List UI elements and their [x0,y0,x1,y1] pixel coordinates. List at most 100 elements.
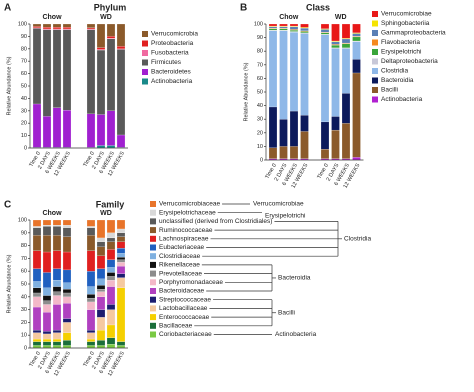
legend-swatch [142,40,148,47]
bar-segment [52,27,62,30]
y-tick-label: 0 [24,145,27,151]
bar-segment [331,44,340,46]
bar-segment [106,272,116,277]
bar-segment [279,30,288,120]
y-tick-label: 50 [21,281,27,287]
y-tick-label: 70 [21,59,27,65]
bar-segment [116,228,126,233]
bar-segment [32,332,42,340]
bar-segment [86,27,96,30]
bar-segment [106,304,116,310]
bar-segment [279,26,288,29]
panel-label: A [4,3,11,14]
bar-segment [62,110,72,148]
legend-swatch [142,50,148,56]
bar-segment [52,250,62,269]
bar-segment [86,345,96,349]
legend-label: Clostridiaceae [159,253,201,260]
bar-segment [96,255,106,269]
legend-swatch [150,314,156,321]
bar-segment [42,295,52,301]
y-tick-label: 50 [21,83,27,89]
y-tick-label: 80 [257,49,263,55]
bar-segment [320,149,330,159]
bar-segment [116,253,126,258]
bar-segment [96,309,106,318]
bar-segment [86,235,96,251]
bar-segment [86,286,96,295]
y-tick-label: 100 [18,21,27,27]
bar-segment [32,103,42,148]
bar-segment [86,301,96,310]
bar-segment [106,280,116,287]
bar-segment [116,236,126,242]
bar-segment [331,129,340,159]
bar-segment [320,121,330,150]
bar-segment [341,23,351,39]
bar-segment [52,345,62,349]
bar-segment [86,29,96,114]
bar-segment [52,226,62,236]
legend-swatch [150,201,156,207]
bar-segment [32,292,42,297]
bar-segment [279,28,288,31]
bar-segment [96,114,106,146]
bar-segment [96,219,106,239]
legend-label: Sphingobacteriia [381,20,430,27]
bar-segment [331,23,340,42]
group-label: Chow [42,14,62,21]
legend-label: Bacteroidaceae [159,288,205,295]
bar-segment [42,341,52,346]
legend-label: Rikenellaceae [159,262,200,269]
bar-segment [86,226,96,228]
bar-segment [62,340,72,346]
legend-label: Lachnospiraceae [159,236,209,243]
legend-swatch [142,78,148,85]
legend-swatch [372,20,378,27]
legend-label: Erysipelotrichi [381,49,421,56]
bar-segment [106,241,116,250]
legend-label: Deltaproteobacteria [381,58,438,65]
legend-swatch [150,296,156,303]
bar-segment [52,29,62,108]
bar-segment [62,282,72,290]
bar-segment [352,41,361,60]
legend-label: Coriobacteriaceae [159,331,212,338]
bar-segment [106,249,116,260]
bar-segment [42,251,52,273]
legend-label: Prevotellaceae [159,270,202,277]
legend-label: Streptococcaceae [159,296,211,303]
bar-segment [289,29,299,31]
bar-segment [289,32,299,112]
bar-segment [32,227,42,236]
bar-segment [96,49,106,115]
y-tick-label: 90 [21,230,27,236]
bar-segment [96,23,106,48]
legend-swatch [142,69,148,75]
bar-segment [42,300,52,305]
bar-segment [52,341,62,346]
y-tick-label: 80 [21,46,27,52]
legend-label: Proteobacteria [151,40,194,47]
bar-segment [32,338,42,342]
legend-label: Bacillaceae [159,323,193,330]
bar-segment [116,49,126,136]
bar-segment [352,72,361,158]
bar-segment [116,273,126,278]
bar-segment [268,23,278,27]
group-label: Verrucomicrobiae [253,201,304,208]
bar-segment [289,23,299,27]
bar-segment [62,289,72,294]
y-tick-label: 70 [257,62,263,68]
bar-segment [96,145,106,149]
bar-segment [320,34,330,35]
bar-segment [32,287,42,294]
y-tick-label: 10 [257,144,263,150]
bar-segment [42,226,52,236]
bar-segment [116,219,126,230]
bar-segment [62,225,72,228]
bar-segment [86,329,96,333]
legend-swatch [372,87,378,93]
bar-segment [52,225,62,227]
